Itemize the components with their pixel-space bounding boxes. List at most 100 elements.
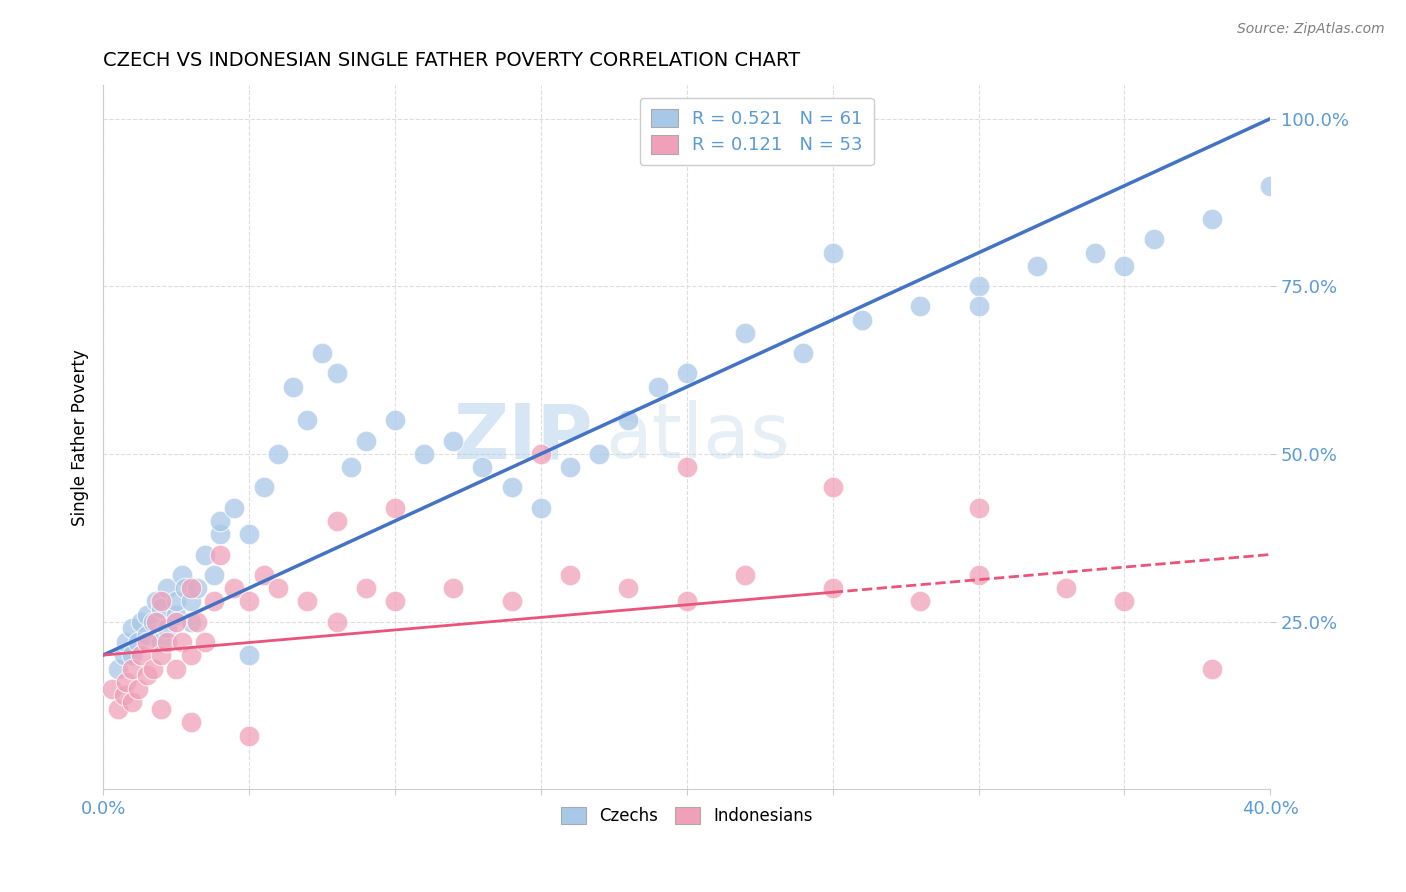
Point [908, 594, 931, 608]
Point [208, 527, 231, 541]
Point [617, 581, 640, 595]
Point [471, 460, 494, 475]
Point [127, 634, 149, 648]
Point [281, 380, 304, 394]
Point [1143, 232, 1166, 246]
Point [165, 661, 187, 675]
Point [253, 567, 276, 582]
Text: Source: ZipAtlas.com: Source: ZipAtlas.com [1237, 22, 1385, 37]
Point [530, 500, 553, 515]
Point [501, 480, 523, 494]
Point [101, 681, 124, 696]
Point [1201, 661, 1223, 675]
Point [354, 581, 377, 595]
Point [194, 634, 217, 648]
Point [441, 581, 464, 595]
Point [675, 367, 697, 381]
Point [121, 648, 143, 662]
Point [121, 621, 143, 635]
Point [180, 581, 202, 595]
Point [821, 581, 844, 595]
Point [186, 581, 208, 595]
Point [267, 447, 290, 461]
Point [145, 615, 167, 629]
Point [156, 634, 179, 648]
Point [150, 634, 173, 648]
Point [238, 594, 260, 608]
Point [202, 594, 225, 608]
Point [325, 615, 347, 629]
Point [156, 621, 179, 635]
Point [150, 601, 173, 615]
Point [115, 634, 138, 648]
Text: CZECH VS INDONESIAN SINGLE FATHER POVERTY CORRELATION CHART: CZECH VS INDONESIAN SINGLE FATHER POVERT… [103, 51, 800, 70]
Point [384, 413, 406, 427]
Point [1054, 581, 1077, 595]
Point [129, 648, 152, 662]
Point [413, 447, 436, 461]
Point [186, 615, 208, 629]
Point [253, 480, 276, 494]
Point [384, 500, 406, 515]
Point [165, 615, 187, 629]
Point [441, 434, 464, 448]
Point [112, 648, 135, 662]
Point [311, 346, 333, 360]
Y-axis label: Single Father Poverty: Single Father Poverty [72, 349, 89, 525]
Point [180, 648, 202, 662]
Point [792, 346, 814, 360]
Point [238, 729, 260, 743]
Point [112, 689, 135, 703]
Point [142, 661, 165, 675]
Point [734, 567, 756, 582]
Point [202, 567, 225, 582]
Point [908, 300, 931, 314]
Point [173, 581, 195, 595]
Point [1114, 594, 1136, 608]
Text: ZIP: ZIP [454, 401, 593, 475]
Point [224, 581, 246, 595]
Point [150, 702, 173, 716]
Point [170, 634, 193, 648]
Point [170, 567, 193, 582]
Point [821, 480, 844, 494]
Point [617, 413, 640, 427]
Point [238, 648, 260, 662]
Point [530, 447, 553, 461]
Point [967, 567, 990, 582]
Text: atlas: atlas [605, 401, 790, 475]
Point [180, 615, 202, 629]
Point [1260, 178, 1282, 193]
Point [851, 313, 873, 327]
Point [967, 300, 990, 314]
Point [115, 674, 138, 689]
Point [150, 594, 173, 608]
Point [675, 594, 697, 608]
Point [165, 594, 187, 608]
Point [107, 702, 129, 716]
Point [156, 581, 179, 595]
Point [238, 527, 260, 541]
Point [558, 567, 581, 582]
Point [180, 594, 202, 608]
Point [967, 500, 990, 515]
Point [647, 380, 669, 394]
Point [967, 279, 990, 293]
Point [135, 634, 157, 648]
Point [121, 661, 143, 675]
Point [135, 628, 157, 642]
Point [501, 594, 523, 608]
Point [135, 607, 157, 622]
Point [1026, 259, 1049, 273]
Point [675, 460, 697, 475]
Point [129, 615, 152, 629]
Point [297, 594, 319, 608]
Point [340, 460, 363, 475]
Point [1201, 212, 1223, 227]
Point [267, 581, 290, 595]
Point [1084, 245, 1107, 260]
Point [127, 681, 149, 696]
Point [354, 434, 377, 448]
Point [1114, 259, 1136, 273]
Point [145, 594, 167, 608]
